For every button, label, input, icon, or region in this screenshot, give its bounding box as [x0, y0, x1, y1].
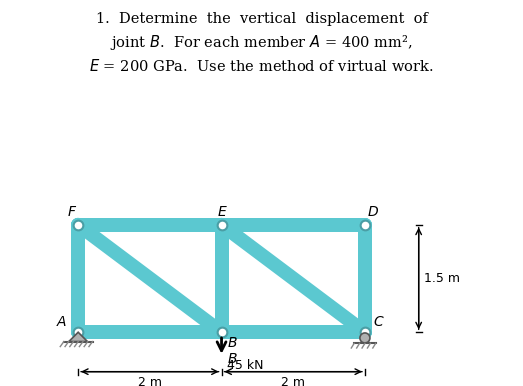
- Circle shape: [360, 333, 370, 343]
- Text: B: B: [228, 336, 237, 350]
- Text: D: D: [368, 205, 379, 219]
- Text: 1.  Determine  the  vertical  displacement  of
joint $B$.  For each member $A$ =: 1. Determine the vertical displacement o…: [89, 12, 434, 74]
- Text: A: A: [56, 315, 66, 329]
- Polygon shape: [69, 332, 87, 342]
- Text: F: F: [67, 205, 75, 219]
- Text: 2 m: 2 m: [138, 376, 162, 386]
- Text: B: B: [228, 352, 237, 366]
- Text: E: E: [217, 205, 226, 219]
- Text: C: C: [373, 315, 383, 329]
- Text: 2 m: 2 m: [281, 376, 305, 386]
- Text: 1.5 m: 1.5 m: [424, 272, 460, 285]
- Text: 45 kN: 45 kN: [228, 359, 264, 372]
